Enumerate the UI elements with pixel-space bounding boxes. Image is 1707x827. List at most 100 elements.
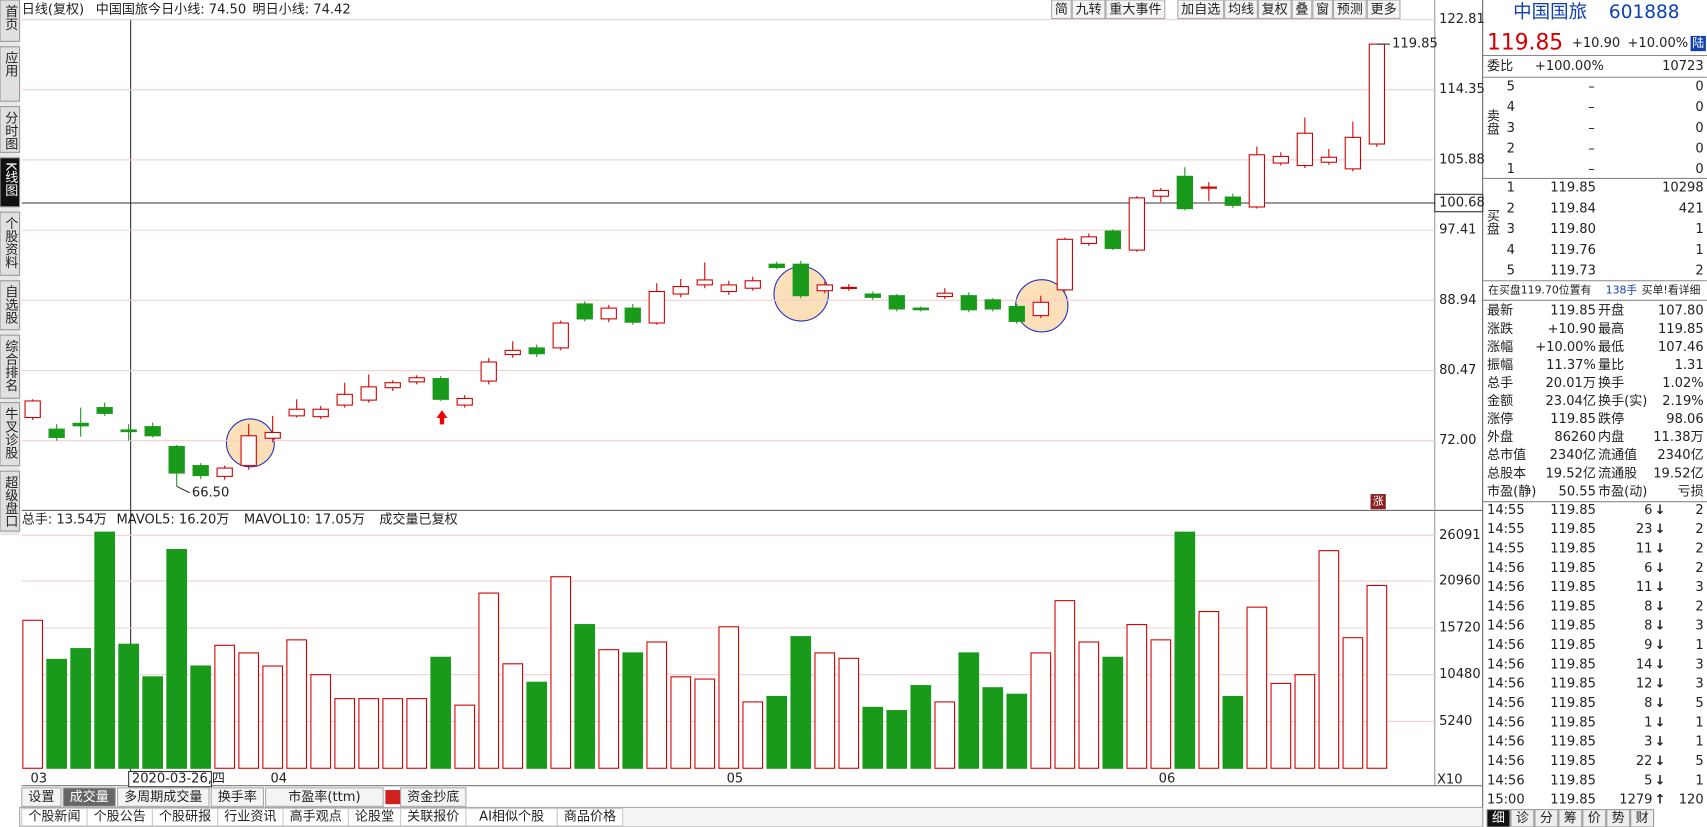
- stat-label: 市盈(动): [1598, 483, 1647, 499]
- volume-bar: [1342, 637, 1364, 769]
- tab[interactable]: [265, 787, 384, 807]
- sidebar-tab[interactable]: [0, 334, 21, 399]
- sidebar-tab[interactable]: [0, 106, 21, 153]
- y-tick-label: 26091: [1439, 528, 1481, 543]
- toolbar-label: 复权: [1262, 1, 1288, 17]
- toolbar-label: 更多: [1371, 1, 1397, 17]
- volume-bar: [94, 531, 116, 769]
- link-label: AI相似个股: [479, 810, 544, 825]
- tick-price: 119.85: [1550, 580, 1596, 595]
- tab-label: 多周期成交量: [124, 789, 202, 805]
- sidebar-tab[interactable]: [0, 211, 21, 276]
- date-box: [128, 770, 212, 788]
- y-tick-label: 122.81: [1439, 12, 1485, 27]
- volume-bar: [1006, 693, 1028, 769]
- volume-bar: [1174, 531, 1196, 769]
- toolbar-button[interactable]: [1105, 0, 1166, 20]
- volume-bar: [214, 644, 236, 769]
- volume-bar: [430, 656, 452, 769]
- volume-bar: [1054, 600, 1076, 769]
- book-price: 119.85: [1550, 181, 1596, 196]
- book-level: 4: [1507, 243, 1515, 258]
- candle-body: [960, 295, 977, 311]
- candle-body: [1152, 189, 1169, 197]
- volume-bar: [886, 710, 908, 769]
- stat-value: 86260: [1554, 430, 1596, 445]
- cursor-box: [1434, 193, 1484, 213]
- stat-value: 1.02%: [1662, 376, 1703, 391]
- candle-body: [912, 307, 929, 311]
- tab[interactable]: [21, 787, 62, 807]
- volume-bar: [166, 548, 188, 769]
- stat-label: 振幅: [1487, 358, 1513, 373]
- tab[interactable]: [400, 787, 467, 807]
- panel-tab[interactable]: [1486, 809, 1511, 827]
- panel-tab[interactable]: [1606, 809, 1631, 827]
- toolbar-button[interactable]: [1177, 0, 1225, 20]
- candle-body: [480, 361, 497, 382]
- candle-body: [1176, 175, 1193, 210]
- volume-bar: [310, 674, 332, 769]
- sidebar-tab[interactable]: [0, 470, 21, 532]
- book-vol: 0: [1695, 80, 1703, 95]
- panel-tab[interactable]: [1558, 809, 1583, 827]
- toolbar-label: 重大事件: [1109, 1, 1161, 17]
- volume-bar: [550, 576, 572, 769]
- sidebar-tab[interactable]: [0, 0, 21, 42]
- sidebar-tab[interactable]: [0, 46, 21, 102]
- tab-label: 资金抄底: [407, 789, 459, 805]
- panel-tab[interactable]: [1510, 809, 1535, 827]
- toolbar-button[interactable]: [1257, 0, 1292, 20]
- link-tab[interactable]: [556, 807, 624, 827]
- tick-price: 119.85: [1550, 619, 1596, 634]
- toolbar-button[interactable]: [1312, 0, 1333, 20]
- panel-tab-label: 筹: [1564, 810, 1577, 826]
- stat-value: 98.06: [1666, 412, 1703, 427]
- volume-bar: [1030, 652, 1052, 769]
- candle-body: [1032, 301, 1049, 317]
- sidebar-tab[interactable]: [0, 157, 21, 208]
- volume-bar: [526, 681, 548, 769]
- toolbar-label: 简: [1055, 1, 1068, 17]
- toolbar-button[interactable]: [1071, 0, 1106, 20]
- badge-box: [1370, 494, 1386, 510]
- tick-vol: 8: [1644, 599, 1652, 614]
- tab[interactable]: [62, 787, 116, 807]
- book-price: –: [1588, 121, 1595, 136]
- tick-vol: 11: [1636, 541, 1653, 556]
- candle-body: [48, 428, 65, 438]
- sidebar-label: 牛叉诊股: [2, 407, 18, 461]
- tick-count: 5: [1695, 696, 1703, 711]
- panel-tab[interactable]: [1630, 809, 1655, 827]
- toolbar-button[interactable]: [1051, 0, 1072, 20]
- tick-count: 5: [1695, 754, 1703, 769]
- tick-vol: 6: [1644, 503, 1652, 518]
- notice-link[interactable]: 买单!看详细: [1642, 283, 1701, 297]
- tab[interactable]: [210, 787, 264, 807]
- volume-bar: [670, 676, 692, 769]
- stat-value: 23.04亿: [1545, 394, 1595, 409]
- candle-body: [696, 279, 713, 286]
- sidebar-tab[interactable]: [0, 402, 21, 467]
- toolbar-button[interactable]: [1366, 0, 1401, 20]
- y-tick-label: 20960: [1439, 574, 1481, 589]
- y-tick-label: 88.94: [1439, 293, 1476, 308]
- volume-bar: [622, 652, 644, 769]
- toolbar-button[interactable]: [1332, 0, 1367, 20]
- tick-vol: 11: [1636, 580, 1653, 595]
- stat-value: 119.85: [1550, 412, 1596, 427]
- panel-tab[interactable]: [1582, 809, 1607, 827]
- tab[interactable]: [117, 787, 210, 807]
- toolbar-button[interactable]: [1291, 0, 1313, 20]
- volume-bar: [406, 698, 428, 769]
- sidebar-tab[interactable]: [0, 280, 21, 331]
- tick-time: 15:00: [1487, 793, 1525, 808]
- tick-time: 14:56: [1487, 773, 1525, 788]
- panel-tab[interactable]: [1534, 809, 1559, 827]
- toolbar-button[interactable]: [1224, 0, 1258, 20]
- annotation: 66.50: [192, 485, 229, 500]
- tab-label: 换手率: [218, 789, 257, 805]
- stat-value: 11.37%: [1546, 358, 1596, 373]
- link-label: 高手观点: [290, 809, 342, 825]
- book-price: 119.80: [1550, 222, 1596, 237]
